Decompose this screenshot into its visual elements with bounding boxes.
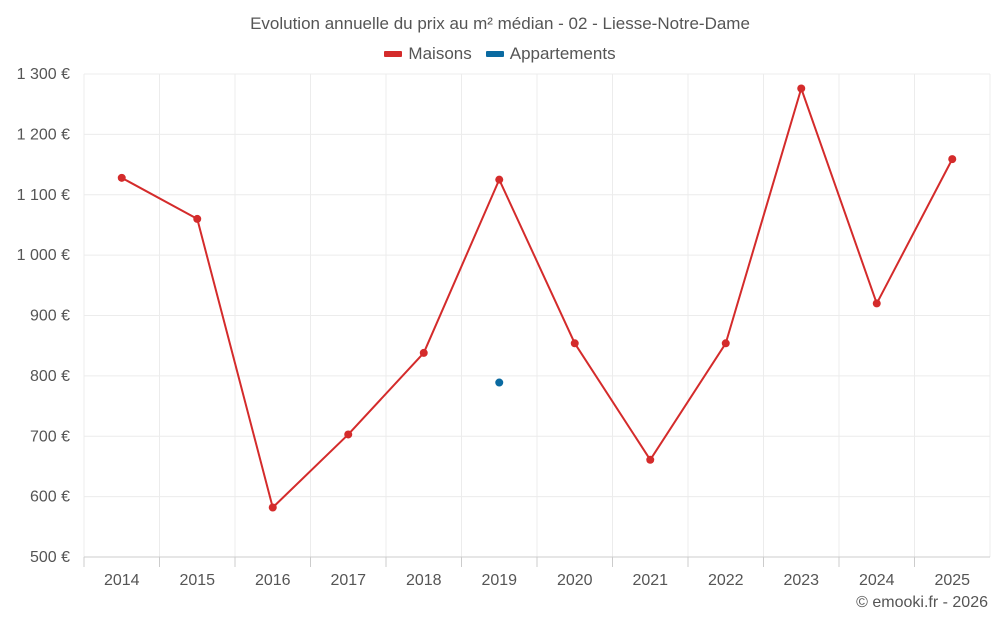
- legend-label-appartements: Appartements: [509, 44, 616, 63]
- chart-title: Evolution annuelle du prix au m² médian …: [250, 14, 750, 33]
- x-tick-label-2019: 2019: [481, 572, 517, 589]
- x-tick-label-2025: 2025: [934, 572, 970, 589]
- x-tick-label-2021: 2021: [632, 572, 668, 589]
- y-tick-label-500: 500 €: [30, 549, 70, 566]
- y-tick-label-600: 600 €: [30, 489, 70, 506]
- y-tick-label-1200: 1 200 €: [17, 126, 70, 143]
- legend-swatch-appartements: [485, 51, 504, 57]
- legend-item-maisons[interactable]: Maisons: [384, 44, 472, 64]
- x-tick-label-2020: 2020: [557, 572, 593, 589]
- series-line-maisons: [121, 87, 954, 509]
- legend-label-maisons: Maisons: [408, 44, 472, 63]
- data-point-maisons-2018: [419, 348, 428, 357]
- data-point-maisons-2016: [268, 503, 277, 512]
- x-tick-label-2018: 2018: [406, 572, 442, 589]
- data-point-maisons-2024: [872, 299, 881, 308]
- y-tick-label-1000: 1 000 €: [17, 247, 70, 264]
- data-point-maisons-2025: [948, 155, 957, 164]
- data-point-maisons-2021: [646, 455, 655, 464]
- legend-swatch-maisons: [384, 51, 403, 57]
- data-point-appartements-2019: [495, 378, 504, 387]
- legend-item-appartements[interactable]: Appartements: [485, 44, 616, 64]
- data-point-maisons-2023: [797, 84, 806, 93]
- x-tick-label-2016: 2016: [255, 572, 291, 589]
- x-tick-label-2022: 2022: [708, 572, 744, 589]
- credits[interactable]: © emooki.fr - 2026: [856, 594, 988, 611]
- y-tick-label-800: 800 €: [30, 368, 70, 385]
- data-point-maisons-2020: [570, 339, 579, 348]
- data-point-maisons-2014: [117, 173, 126, 182]
- x-tick-label-2017: 2017: [330, 572, 366, 589]
- legend: Maisons Appartements: [0, 44, 1000, 64]
- y-tick-label-700: 700 €: [30, 428, 70, 445]
- x-tick-label-2023: 2023: [783, 572, 819, 589]
- x-tick-label-2015: 2015: [179, 572, 215, 589]
- y-tick-label-1300: 1 300 €: [17, 66, 70, 83]
- data-point-maisons-2019: [495, 175, 504, 184]
- data-point-maisons-2015: [193, 214, 202, 223]
- data-point-maisons-2022: [721, 339, 730, 348]
- x-tick-label-2014: 2014: [104, 572, 140, 589]
- y-tick-label-1100: 1 100 €: [17, 187, 70, 204]
- x-tick-label-2024: 2024: [859, 572, 895, 589]
- data-point-maisons-2017: [344, 430, 353, 439]
- y-tick-label-900: 900 €: [30, 308, 70, 325]
